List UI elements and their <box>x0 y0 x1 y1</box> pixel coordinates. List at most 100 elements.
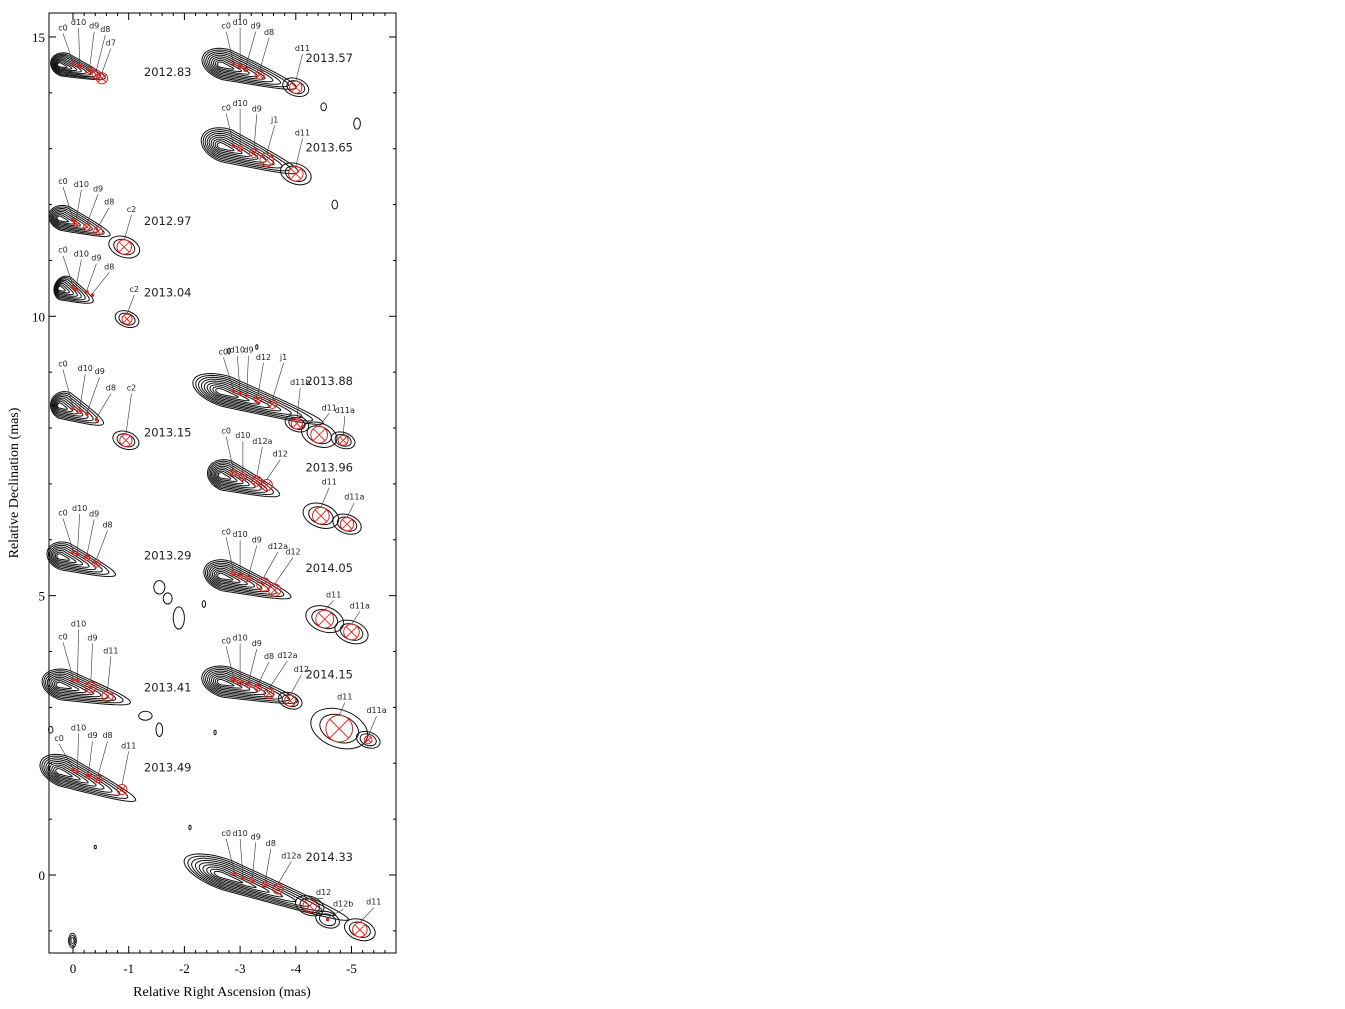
component-label: c0 <box>58 632 68 641</box>
jet-contour <box>300 421 338 448</box>
noise-contour <box>227 347 231 355</box>
component-leader <box>77 629 79 679</box>
contour-level <box>209 384 261 405</box>
contour-level <box>206 382 271 409</box>
contour-level <box>54 551 77 564</box>
contour-level <box>203 49 290 88</box>
component-label: c0 <box>221 829 231 838</box>
contour-map-2013.65 <box>200 127 312 186</box>
jet-contour <box>355 730 381 749</box>
component-label: d9 <box>89 509 99 518</box>
contour-map-2013.04 <box>53 275 140 329</box>
component-label: d12 <box>273 450 288 459</box>
component-cross <box>274 885 282 893</box>
contour-level <box>54 212 81 227</box>
contour-level <box>212 386 250 402</box>
contour-level <box>200 378 293 415</box>
noise-contour <box>162 592 173 605</box>
component-label: d9 <box>95 367 105 376</box>
component-cross <box>365 736 372 743</box>
component-d9 <box>85 412 89 416</box>
contour-level <box>210 136 259 160</box>
component-label: d11 <box>295 128 310 137</box>
component-label: c0 <box>221 103 231 112</box>
component-leader <box>264 849 272 882</box>
contour-level <box>194 860 310 907</box>
component-cross <box>237 146 243 152</box>
x-tick-label: -3 <box>235 961 246 976</box>
y-tick-label: 5 <box>39 589 46 604</box>
component-leader <box>320 487 330 508</box>
beam-level <box>68 932 77 949</box>
component-label: c0 <box>221 427 231 436</box>
component-d10 <box>238 391 242 396</box>
contour-level <box>215 469 244 485</box>
contour-map-2014.15 <box>201 665 381 750</box>
component-d10 <box>238 472 248 482</box>
component-cross <box>250 149 258 157</box>
component-label: d9 <box>87 731 97 740</box>
component-label: d10 <box>72 504 87 513</box>
beam-ellipse <box>68 932 77 949</box>
component-circle <box>83 223 91 231</box>
component-label: d9 <box>243 346 253 355</box>
component-cross <box>256 71 264 79</box>
contour-level <box>49 391 105 426</box>
x-tick-label: -1 <box>123 961 134 976</box>
component-leader <box>225 838 235 873</box>
contour-level <box>41 668 132 706</box>
component-leader <box>367 715 377 737</box>
component-leader <box>75 189 82 222</box>
contour-level <box>208 564 270 593</box>
component-leader <box>223 357 234 390</box>
component-cross <box>93 560 100 567</box>
contour-level <box>209 868 257 889</box>
contour-level <box>56 553 70 561</box>
component-d10 <box>237 63 243 69</box>
component-leader <box>237 355 241 392</box>
epoch-label: 2014.15 <box>305 667 353 681</box>
contour-level <box>210 464 262 491</box>
contour-level <box>51 764 89 784</box>
contour-level <box>50 676 95 696</box>
component-c2 <box>119 433 133 447</box>
component-d11 <box>325 714 354 743</box>
component-leader <box>225 113 234 145</box>
contour-level <box>52 548 90 568</box>
contour-level <box>206 132 275 166</box>
component-d11 <box>310 425 329 444</box>
component-cross <box>354 924 366 936</box>
contour-level <box>53 549 84 566</box>
component-leader <box>252 842 256 879</box>
epoch-label: 2013.96 <box>305 461 353 475</box>
component-cross <box>97 73 107 83</box>
component-cross <box>94 775 102 783</box>
component-dot <box>71 285 75 290</box>
component-label: d10 <box>74 180 89 189</box>
component-leader <box>97 741 108 776</box>
contour-level <box>41 755 129 799</box>
component-label: d11 <box>366 898 381 907</box>
component-label: d9 <box>252 639 262 648</box>
component-leader <box>123 214 132 240</box>
component-c0 <box>71 677 75 682</box>
contour-level <box>183 853 350 921</box>
x-tick-label: -5 <box>346 961 357 976</box>
contour-level <box>214 140 243 155</box>
component-dot <box>85 289 89 294</box>
component-label: c0 <box>58 360 68 369</box>
contour-level <box>47 761 105 790</box>
component-c0 <box>232 872 237 876</box>
component-cross <box>86 773 91 778</box>
component-cross <box>243 67 248 72</box>
component-label: c0 <box>221 636 231 645</box>
component-cross <box>92 71 100 79</box>
component-leader <box>62 518 74 551</box>
component-leader <box>225 646 234 678</box>
component-label: d11a <box>366 706 386 715</box>
contour-level <box>191 857 323 912</box>
contour-level <box>208 460 275 496</box>
component-label: d8 <box>102 731 112 740</box>
component-cross <box>262 882 268 887</box>
component-leader <box>62 255 74 286</box>
